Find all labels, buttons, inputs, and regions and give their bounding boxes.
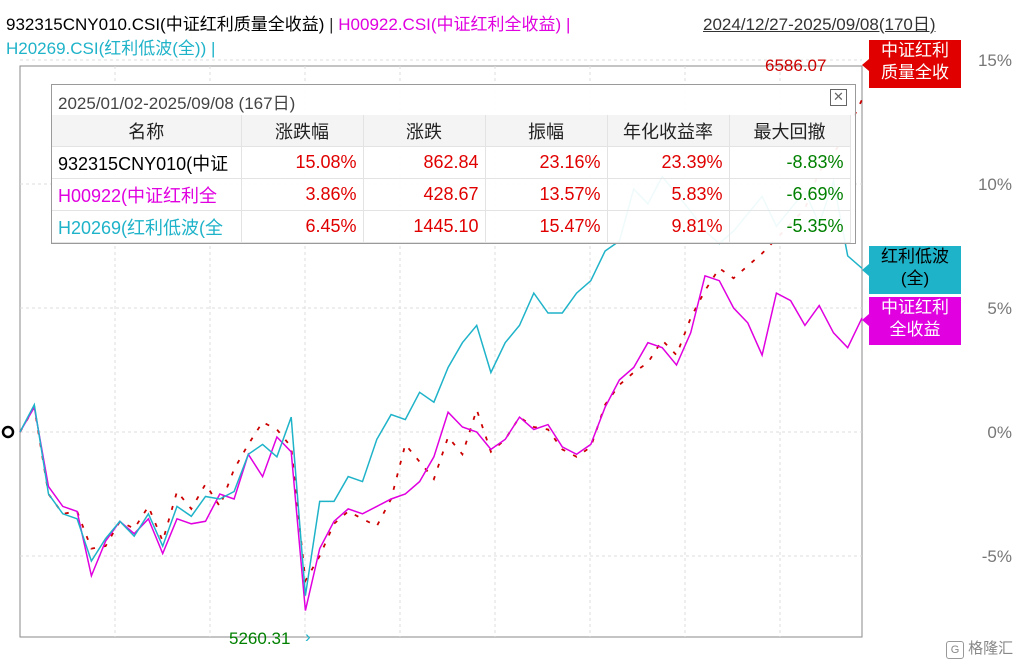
row-change-pct: 3.86% bbox=[241, 178, 364, 211]
y-tick-label: 0% bbox=[987, 423, 1012, 442]
watermark-logo-icon: G bbox=[946, 641, 964, 659]
end-pointer-series3 bbox=[862, 264, 869, 276]
date-range-selector[interactable]: 2024/12/27-2025/09/08(170日) bbox=[703, 15, 936, 34]
y-tick-label: 5% bbox=[987, 299, 1012, 318]
column-header-change-pct: 涨跌幅 bbox=[241, 115, 364, 147]
series-line-1 bbox=[19, 99, 863, 584]
column-header-amplitude: 振幅 bbox=[485, 115, 608, 147]
column-header-change: 涨跌 bbox=[363, 115, 486, 147]
start-marker-icon bbox=[1, 425, 15, 439]
row-annualized: 23.39% bbox=[607, 146, 730, 179]
legend-series-h20269[interactable]: H20269.CSI(红利低波(全)) bbox=[6, 39, 207, 58]
row-change-pct: 15.08% bbox=[241, 146, 364, 179]
legend-series-h00922[interactable]: H00922.CSI(中证红利全收益) bbox=[338, 15, 562, 34]
legend-separator: | bbox=[565, 15, 571, 34]
column-header-name: 名称 bbox=[52, 115, 242, 147]
end-label-text: 全收益 bbox=[889, 320, 941, 339]
table-row[interactable]: H20269(红利低波(全 6.45% 1445.10 15.47% 9.81%… bbox=[52, 210, 851, 243]
legend-series-932315[interactable]: 932315CNY010.CSI(中证红利质量全收益) bbox=[6, 15, 325, 34]
high-annotation: 6586.07 bbox=[765, 56, 827, 75]
series-line-2 bbox=[19, 274, 863, 611]
plot-frame bbox=[19, 65, 863, 638]
end-label-series3: 红利低波 (全) bbox=[869, 246, 961, 294]
low-annotation: 5260.31 bbox=[229, 629, 291, 648]
legend-separator: | bbox=[211, 39, 216, 58]
row-max-drawdown: -8.83% bbox=[729, 146, 851, 179]
stats-header-row: 名称 涨跌幅 涨跌 振幅 年化收益率 最大回撤 bbox=[52, 115, 851, 147]
watermark: G 格隆汇 bbox=[946, 637, 1013, 659]
y-tick-label: 10% bbox=[978, 175, 1012, 194]
row-name: H00922(中证红利全 bbox=[52, 178, 242, 211]
y-tick-label: -5% bbox=[982, 547, 1012, 566]
stats-table: 名称 涨跌幅 涨跌 振幅 年化收益率 最大回撤 932315CNY010(中证 … bbox=[52, 115, 851, 243]
row-annualized: 5.83% bbox=[607, 178, 730, 211]
row-max-drawdown: -5.35% bbox=[729, 210, 851, 243]
row-name: H20269(红利低波(全 bbox=[52, 210, 242, 243]
row-annualized: 9.81% bbox=[607, 210, 730, 243]
row-change: 862.84 bbox=[363, 146, 486, 179]
row-name: 932315CNY010(中证 bbox=[52, 146, 242, 179]
end-label-text: 红利低波 bbox=[881, 247, 949, 266]
row-amplitude: 23.16% bbox=[485, 146, 608, 179]
column-header-max-drawdown: 最大回撤 bbox=[729, 115, 851, 147]
legend-separator: | bbox=[329, 15, 334, 34]
end-label-series1: 中证红利 质量全收 bbox=[869, 40, 961, 88]
column-header-annualized: 年化收益率 bbox=[607, 115, 730, 147]
table-row[interactable]: H00922(中证红利全 3.86% 428.67 13.57% 5.83% -… bbox=[52, 178, 851, 211]
end-label-text: (全) bbox=[900, 269, 930, 288]
chart-legend-line1: 932315CNY010.CSI(中证红利质量全收益) | H00922.CSI… bbox=[6, 10, 570, 35]
end-pointer-series1 bbox=[862, 59, 869, 71]
chart-legend-line2: H20269.CSI(红利低波(全)) | bbox=[6, 34, 215, 59]
stats-panel-title: 2025/01/02-2025/09/08 (167日) bbox=[58, 94, 296, 113]
low-arrow-icon: › bbox=[305, 627, 311, 646]
row-amplitude: 13.57% bbox=[485, 178, 608, 211]
row-max-drawdown: -6.69% bbox=[729, 178, 851, 211]
end-pointer-series2 bbox=[862, 314, 869, 326]
y-tick-label: 15% bbox=[978, 51, 1012, 70]
close-icon[interactable]: ✕ bbox=[830, 89, 847, 106]
stats-panel: 2025/01/02-2025/09/08 (167日) ✕ 名称 涨跌幅 涨跌… bbox=[51, 84, 856, 244]
row-change-pct: 6.45% bbox=[241, 210, 364, 243]
end-label-text: 质量全收 bbox=[881, 63, 949, 82]
end-label-series2: 中证红利 全收益 bbox=[869, 297, 961, 345]
watermark-text: 格隆汇 bbox=[968, 640, 1014, 657]
table-row[interactable]: 932315CNY010(中证 15.08% 862.84 23.16% 23.… bbox=[52, 146, 851, 179]
end-label-text: 中证红利 bbox=[881, 298, 949, 317]
row-amplitude: 15.47% bbox=[485, 210, 608, 243]
row-change: 1445.10 bbox=[363, 210, 486, 243]
end-label-text: 中证红利 bbox=[881, 41, 949, 60]
row-change: 428.67 bbox=[363, 178, 486, 211]
